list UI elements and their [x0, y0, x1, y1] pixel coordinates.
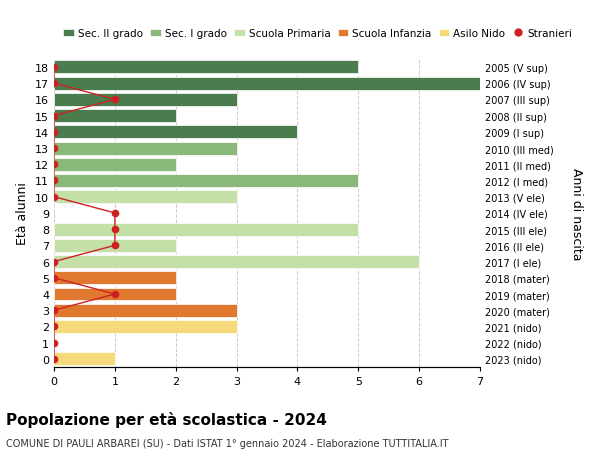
- Bar: [54, 174, 358, 188]
- Bar: [54, 320, 236, 333]
- Bar: [54, 304, 236, 317]
- Text: Popolazione per età scolastica - 2024: Popolazione per età scolastica - 2024: [6, 411, 327, 427]
- Y-axis label: Età alunni: Età alunni: [16, 182, 29, 245]
- Text: COMUNE DI PAULI ARBAREI (SU) - Dati ISTAT 1° gennaio 2024 - Elaborazione TUTTITA: COMUNE DI PAULI ARBAREI (SU) - Dati ISTA…: [6, 438, 449, 448]
- Bar: [54, 62, 358, 74]
- Bar: [54, 256, 419, 269]
- Y-axis label: Anni di nascita: Anni di nascita: [570, 167, 583, 260]
- Bar: [54, 353, 115, 365]
- Bar: [54, 126, 298, 139]
- Legend: Sec. II grado, Sec. I grado, Scuola Primaria, Scuola Infanzia, Asilo Nido, Stran: Sec. II grado, Sec. I grado, Scuola Prim…: [59, 25, 577, 43]
- Bar: [54, 288, 176, 301]
- Bar: [54, 272, 176, 285]
- Bar: [54, 223, 358, 236]
- Bar: [54, 94, 236, 106]
- Bar: [54, 110, 176, 123]
- Bar: [54, 158, 176, 171]
- Bar: [54, 191, 236, 204]
- Bar: [54, 142, 236, 155]
- Bar: [54, 239, 176, 252]
- Bar: [54, 78, 480, 90]
